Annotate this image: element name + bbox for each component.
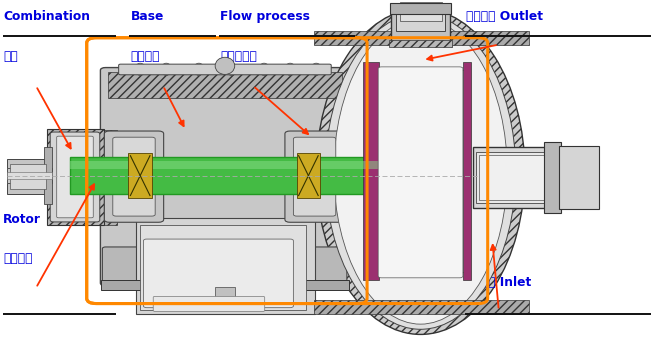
Ellipse shape bbox=[194, 63, 204, 75]
Ellipse shape bbox=[285, 63, 295, 75]
Ellipse shape bbox=[135, 63, 145, 75]
FancyBboxPatch shape bbox=[153, 296, 265, 311]
FancyBboxPatch shape bbox=[119, 64, 331, 75]
Bar bbox=[463, 62, 471, 280]
FancyBboxPatch shape bbox=[50, 132, 100, 222]
Bar bbox=[140, 225, 306, 310]
Bar bbox=[10, 164, 46, 189]
Bar bbox=[473, 147, 548, 208]
Text: 转子部位: 转子部位 bbox=[3, 252, 33, 265]
Bar bbox=[7, 168, 52, 183]
Bar bbox=[391, 10, 450, 43]
Text: Combination: Combination bbox=[3, 10, 90, 23]
Ellipse shape bbox=[161, 63, 171, 75]
Ellipse shape bbox=[226, 63, 237, 75]
Bar bbox=[314, 31, 529, 45]
Bar bbox=[101, 280, 349, 290]
FancyBboxPatch shape bbox=[57, 136, 93, 218]
FancyBboxPatch shape bbox=[100, 68, 349, 286]
Bar bbox=[47, 129, 104, 225]
FancyBboxPatch shape bbox=[102, 247, 347, 285]
Bar bbox=[136, 218, 315, 314]
Bar bbox=[207, 280, 243, 290]
Bar bbox=[400, 2, 442, 21]
Ellipse shape bbox=[316, 9, 525, 334]
Text: Base: Base bbox=[130, 10, 164, 23]
FancyBboxPatch shape bbox=[285, 131, 344, 222]
Bar bbox=[544, 142, 561, 213]
Bar bbox=[70, 161, 426, 169]
FancyBboxPatch shape bbox=[372, 70, 469, 273]
Bar bbox=[396, 9, 445, 31]
FancyBboxPatch shape bbox=[104, 131, 164, 222]
Bar bbox=[215, 287, 235, 309]
Text: 吸入短管 Inlet: 吸入短管 Inlet bbox=[466, 276, 531, 289]
Bar bbox=[389, 40, 452, 47]
Bar bbox=[473, 167, 570, 184]
Text: 泵联: 泵联 bbox=[3, 50, 18, 63]
Text: Rotor: Rotor bbox=[3, 213, 41, 226]
Ellipse shape bbox=[215, 57, 235, 74]
Bar bbox=[338, 130, 354, 225]
Bar bbox=[44, 147, 52, 204]
Text: 过流件部位: 过流件部位 bbox=[220, 50, 258, 63]
Bar bbox=[479, 155, 544, 200]
Bar bbox=[314, 300, 529, 314]
Text: 托架部位: 托架部位 bbox=[130, 50, 160, 63]
Bar bbox=[70, 157, 426, 194]
Bar bbox=[101, 130, 117, 225]
Bar bbox=[297, 153, 320, 198]
Bar bbox=[476, 152, 546, 203]
Bar bbox=[390, 3, 451, 14]
Ellipse shape bbox=[325, 14, 516, 329]
Ellipse shape bbox=[334, 19, 507, 324]
Bar bbox=[128, 153, 152, 198]
Bar bbox=[363, 62, 379, 280]
Text: 吐出短管 Outlet: 吐出短管 Outlet bbox=[466, 10, 543, 23]
FancyBboxPatch shape bbox=[143, 239, 293, 308]
Ellipse shape bbox=[311, 63, 321, 75]
FancyBboxPatch shape bbox=[113, 137, 155, 216]
Bar bbox=[7, 159, 49, 194]
FancyBboxPatch shape bbox=[293, 137, 336, 216]
Ellipse shape bbox=[259, 63, 269, 75]
Bar bbox=[108, 72, 342, 98]
FancyBboxPatch shape bbox=[378, 67, 463, 278]
Bar bbox=[7, 172, 52, 179]
Text: Flow process: Flow process bbox=[220, 10, 310, 23]
Bar bbox=[559, 146, 599, 209]
